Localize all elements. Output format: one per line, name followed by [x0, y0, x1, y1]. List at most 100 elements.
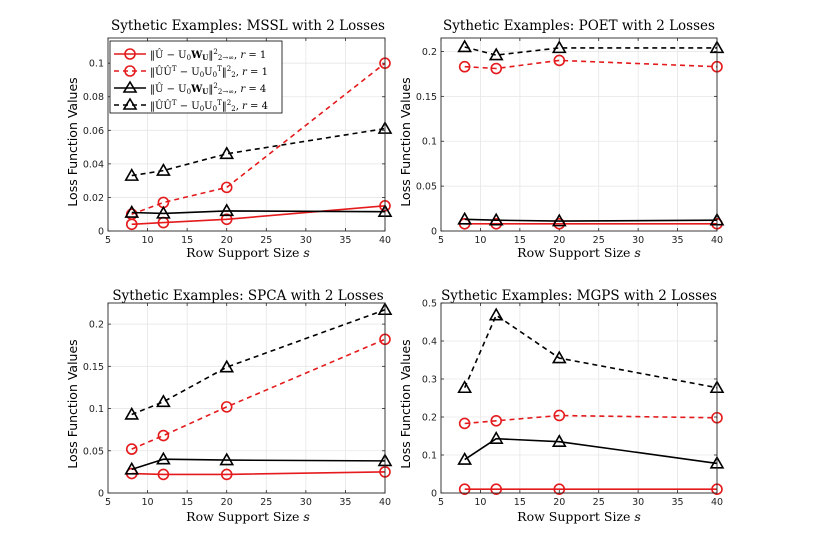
x-tick-label: 15	[514, 497, 526, 508]
data-point-triangle	[124, 406, 140, 420]
x-tick-label: 25	[593, 235, 605, 246]
plot-frame	[440, 37, 718, 232]
y-axis-label: Loss Function Values	[398, 77, 413, 206]
legend-box	[109, 40, 283, 114]
series-line	[131, 338, 386, 450]
data-point-triangle	[488, 307, 504, 321]
series-line	[464, 59, 718, 70]
x-tick-label: 25	[260, 497, 272, 508]
y-tick-label: 0.4	[422, 337, 437, 348]
plot-area-poet: 5 10 15 20 25 30 35 40 0 0.05 0.1 0.15 0.2	[416, 37, 725, 246]
data-point-circle	[220, 213, 233, 226]
legend-entry: ‖Û − U0WU‖22→∞, r = 4	[114, 80, 266, 96]
y-tick-label: 0.04	[83, 159, 104, 170]
x-tick-label: 15	[181, 235, 193, 246]
y-tick-label: 0.2	[89, 320, 104, 331]
data-point-circle	[553, 409, 566, 422]
y-tick-label: 0.08	[83, 92, 104, 103]
series-line	[131, 210, 386, 215]
data-point-triangle	[219, 203, 235, 217]
data-point-circle	[458, 417, 471, 430]
legend-label: ‖Û − U0WU‖22→∞, r = 1	[150, 48, 266, 62]
y-tick-label: 0.05	[416, 182, 437, 193]
data-point-circle	[157, 429, 170, 442]
series-line	[131, 458, 386, 471]
data-point-circle	[490, 62, 503, 75]
y-axis-label: Loss Function Values	[65, 77, 80, 206]
legend-marker	[124, 48, 136, 60]
y-tick-label: 0.05	[83, 446, 104, 457]
y-tick-label: 0	[98, 489, 104, 500]
legend-entry: ‖Û − U0WU‖22→∞, r = 1	[114, 48, 266, 62]
y-tick-label: 0.3	[422, 375, 437, 386]
y-tick-label: 0.15	[416, 92, 437, 103]
x-tick-label: 15	[514, 235, 526, 246]
x-tick-label: 10	[142, 235, 154, 246]
data-point-circle	[125, 443, 138, 455]
plot-background	[441, 38, 717, 231]
x-tick-label: 10	[474, 235, 486, 246]
legend-marker	[124, 65, 136, 77]
x-tick-label: 25	[593, 497, 605, 508]
x-tick-label: 20	[553, 497, 565, 508]
data-point-triangle	[156, 205, 171, 219]
x-tick-label: 20	[553, 235, 565, 246]
y-tick-label: 0.2	[422, 413, 437, 424]
x-tick-label: 20	[221, 235, 233, 246]
data-point-circle	[490, 414, 503, 427]
data-point-triangle	[488, 47, 504, 61]
y-tick-label: 0.1	[89, 404, 104, 415]
legend-entry: ‖ÛÛT − U0U0T‖22, r = 1	[114, 65, 268, 79]
y-tick-label: 0	[431, 227, 437, 238]
y-tick-label: 0.02	[83, 193, 104, 204]
data-point-triangle	[457, 39, 473, 53]
panel-spca: Sythetic Examples: SPCA with 2 Losses Ro…	[65, 288, 393, 524]
x-tick-label: 20	[221, 497, 233, 508]
data-point-triangle	[156, 451, 171, 465]
plot-area-mgps: 5 10 15 20 25 30 35 40 0 0.1 0.2 0.3 0.4 0.5	[422, 299, 725, 508]
series-line	[463, 314, 718, 389]
y-tick-label: 0.1	[89, 59, 104, 70]
series-line	[131, 309, 386, 416]
data-point-triangle	[457, 380, 473, 394]
x-tick-label: 5	[105, 497, 111, 508]
plot-frame	[440, 302, 718, 494]
x-tick-label: 35	[672, 235, 684, 246]
data-point-triangle	[124, 204, 140, 218]
series-line	[464, 46, 717, 56]
chart-title: Sythetic Examples: SPCA with 2 Losses	[112, 288, 383, 304]
panel-mgps: Sythetic Examples: MGPS with 2 Losses Ro…	[398, 288, 725, 524]
data-point-triangle	[457, 451, 473, 465]
data-point-circle	[458, 483, 471, 496]
series-line	[464, 414, 718, 425]
legend-label: ‖Û − U0WU‖22→∞, r = 4	[150, 82, 266, 96]
x-tick-label: 40	[711, 497, 723, 508]
data-point-triangle	[156, 394, 171, 408]
y-tick-label: 0.1	[422, 137, 437, 148]
x-tick-label: 30	[632, 235, 644, 246]
x-tick-label: 30	[300, 235, 312, 246]
y-tick-label: 0.1	[422, 451, 437, 462]
data-point-circle	[157, 468, 170, 481]
x-tick-label: 35	[339, 497, 351, 508]
series-line	[131, 62, 386, 215]
x-tick-label: 30	[300, 497, 312, 508]
chart-title: Sythetic Examples: MSSL with 2 Losses	[111, 18, 385, 34]
legend-entry: ‖ÛÛT − U0U0T‖22, r = 4	[114, 97, 268, 113]
data-point-triangle	[156, 162, 171, 176]
data-point-triangle	[551, 350, 567, 364]
x-tick-label: 10	[142, 497, 154, 508]
data-point-circle	[220, 468, 233, 481]
x-tick-label: 15	[181, 497, 193, 508]
series-line	[131, 127, 386, 177]
data-point-triangle	[124, 168, 140, 181]
legend: ‖Û − U0WU‖22→∞, r = 1 ‖ÛÛT − U0U0T‖22, r…	[109, 40, 283, 114]
legend-marker	[122, 97, 138, 110]
chart-title: Sythetic Examples: MGPS with 2 Losses	[441, 288, 717, 304]
y-tick-label: 0	[431, 489, 437, 500]
chart-title: Sythetic Examples: POET with 2 Losses	[443, 18, 715, 34]
x-tick-label: 5	[105, 235, 111, 246]
x-axis-label: Row Support Size s	[517, 509, 641, 524]
x-tick-label: 10	[474, 497, 486, 508]
series-line	[131, 471, 386, 476]
